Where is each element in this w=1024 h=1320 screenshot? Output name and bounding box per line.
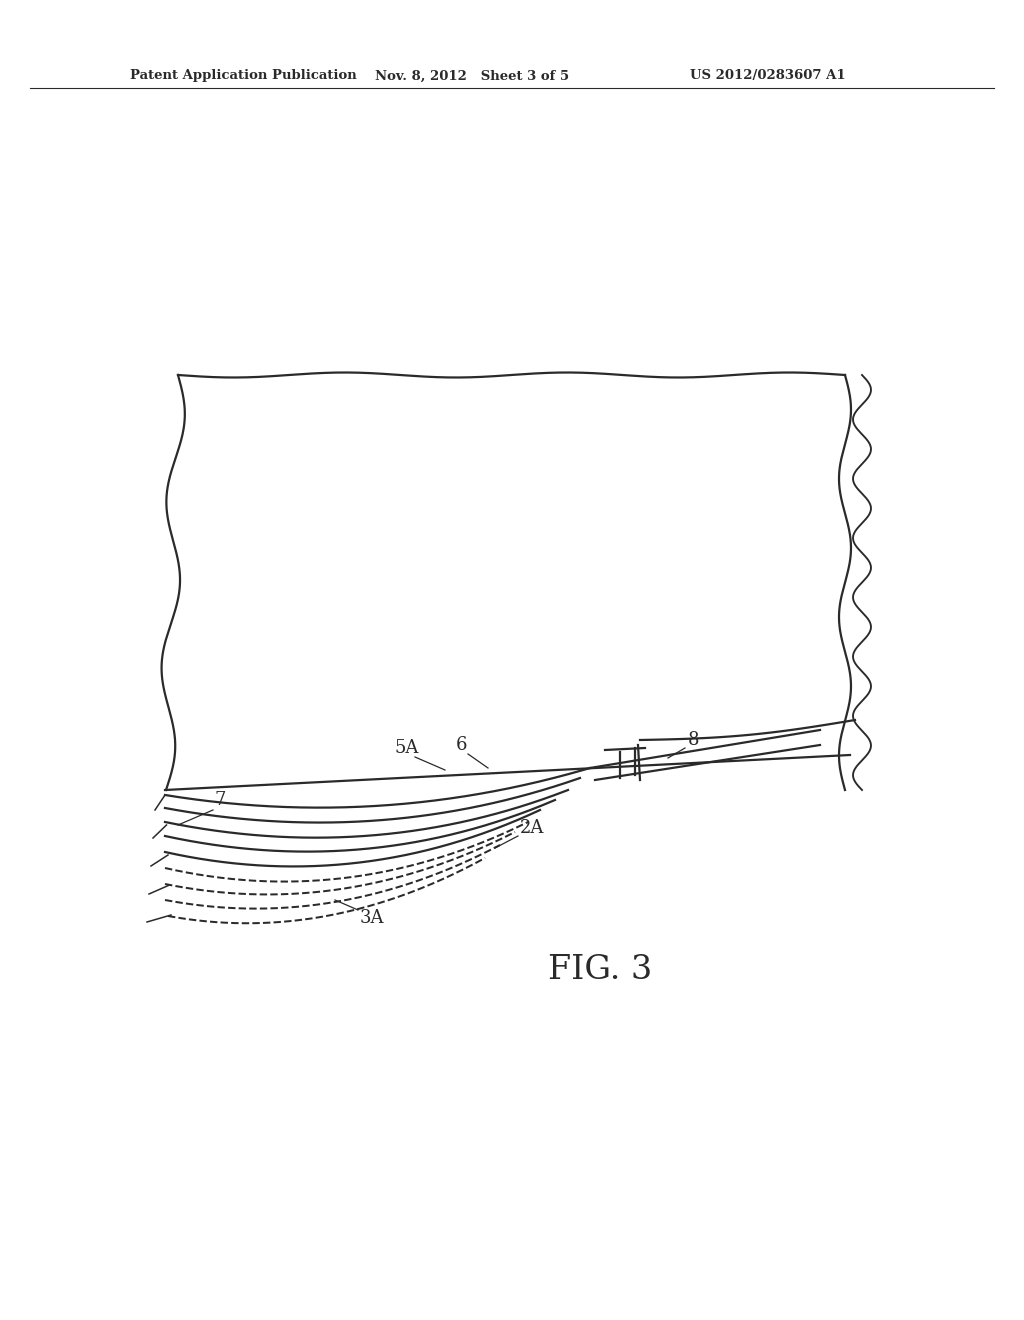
Text: 8: 8 <box>688 731 699 748</box>
Text: 5A: 5A <box>394 739 419 756</box>
Text: 6: 6 <box>456 737 468 754</box>
Text: FIG. 3: FIG. 3 <box>548 954 652 986</box>
Text: 2A: 2A <box>520 818 545 837</box>
Text: Nov. 8, 2012   Sheet 3 of 5: Nov. 8, 2012 Sheet 3 of 5 <box>375 70 569 82</box>
Text: 3A: 3A <box>360 909 384 927</box>
Text: 7: 7 <box>215 791 226 809</box>
Text: Patent Application Publication: Patent Application Publication <box>130 70 356 82</box>
Text: US 2012/0283607 A1: US 2012/0283607 A1 <box>690 70 846 82</box>
